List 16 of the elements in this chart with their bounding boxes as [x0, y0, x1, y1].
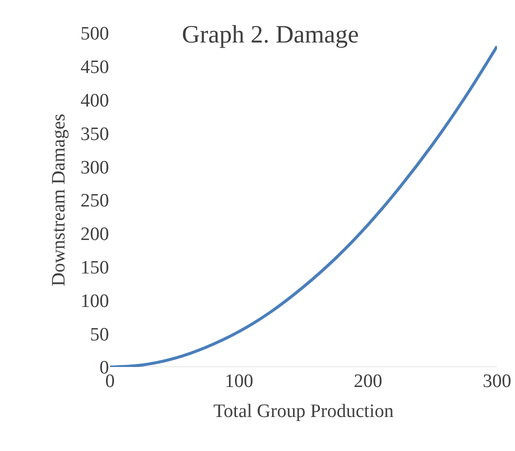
- y-tick-label: 300: [80, 157, 109, 178]
- y-tick-label: 500: [80, 24, 109, 45]
- chart-title: Graph 2. Damage: [182, 22, 359, 49]
- y-tick-label: 400: [80, 90, 109, 112]
- y-tick-label: 50: [90, 324, 109, 346]
- y-tick-label: 450: [80, 57, 109, 78]
- y-tick-label: 200: [80, 224, 109, 246]
- y-tick-label: 350: [80, 124, 109, 145]
- x-tick-label: 300: [482, 371, 512, 392]
- y-tick-label: 150: [80, 257, 109, 278]
- y-tick-label: 100: [80, 290, 109, 312]
- x-tick-label: 200: [354, 371, 382, 392]
- y-tick-label: 250: [80, 190, 109, 212]
- x-tick-label: 100: [224, 371, 254, 392]
- y-axis-title: Downstream Damages: [48, 114, 70, 286]
- x-axis-title: Total Group Production: [213, 400, 394, 422]
